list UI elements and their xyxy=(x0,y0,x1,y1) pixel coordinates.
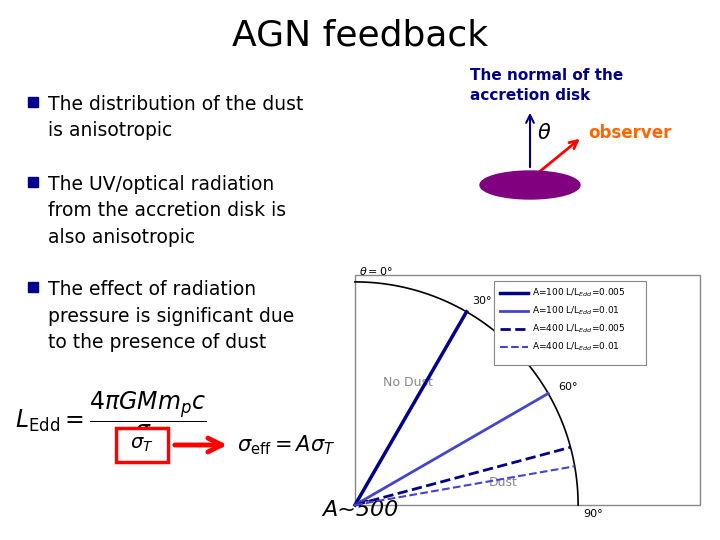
Text: A=400 L/L$_{Edd}$=0.005: A=400 L/L$_{Edd}$=0.005 xyxy=(532,323,626,335)
Bar xyxy=(28,282,38,292)
Text: $\sigma_T$: $\sigma_T$ xyxy=(130,435,154,455)
Text: $L_{\rm Edd} = \dfrac{4\pi G M m_p c}{\sigma_T}$: $L_{\rm Edd} = \dfrac{4\pi G M m_p c}{\s… xyxy=(15,390,207,446)
Text: AGN feedback: AGN feedback xyxy=(232,18,488,52)
Text: 60°: 60° xyxy=(559,382,578,393)
Text: A~500: A~500 xyxy=(322,500,398,520)
Text: The distribution of the dust
is anisotropic: The distribution of the dust is anisotro… xyxy=(48,95,303,140)
Bar xyxy=(355,275,700,505)
Text: A=400 L/L$_{Edd}$=0.01: A=400 L/L$_{Edd}$=0.01 xyxy=(532,341,620,353)
Text: observer: observer xyxy=(588,124,671,142)
Text: The UV/optical radiation
from the accretion disk is
also anisotropic: The UV/optical radiation from the accret… xyxy=(48,175,286,247)
Text: 30°: 30° xyxy=(472,296,492,306)
Bar xyxy=(28,97,38,107)
FancyBboxPatch shape xyxy=(116,428,168,462)
Text: $\theta=0°$: $\theta=0°$ xyxy=(359,265,393,277)
Ellipse shape xyxy=(480,171,580,199)
Text: A=100 L/L$_{Edd}$=0.01: A=100 L/L$_{Edd}$=0.01 xyxy=(532,305,620,317)
Text: Dust: Dust xyxy=(489,476,518,489)
Bar xyxy=(28,177,38,187)
Text: The effect of radiation
pressure is significant due
to the presence of dust: The effect of radiation pressure is sign… xyxy=(48,280,294,352)
Text: 90°: 90° xyxy=(583,509,603,519)
Text: The normal of the
accretion disk: The normal of the accretion disk xyxy=(470,68,624,103)
Text: No Dust: No Dust xyxy=(383,376,433,389)
Text: $\sigma_{\rm eff} = A\sigma_T$: $\sigma_{\rm eff} = A\sigma_T$ xyxy=(237,433,335,457)
Text: $\theta$: $\theta$ xyxy=(537,123,552,143)
Text: A=100 L/L$_{Edd}$=0.005: A=100 L/L$_{Edd}$=0.005 xyxy=(532,287,626,299)
FancyBboxPatch shape xyxy=(494,281,646,365)
